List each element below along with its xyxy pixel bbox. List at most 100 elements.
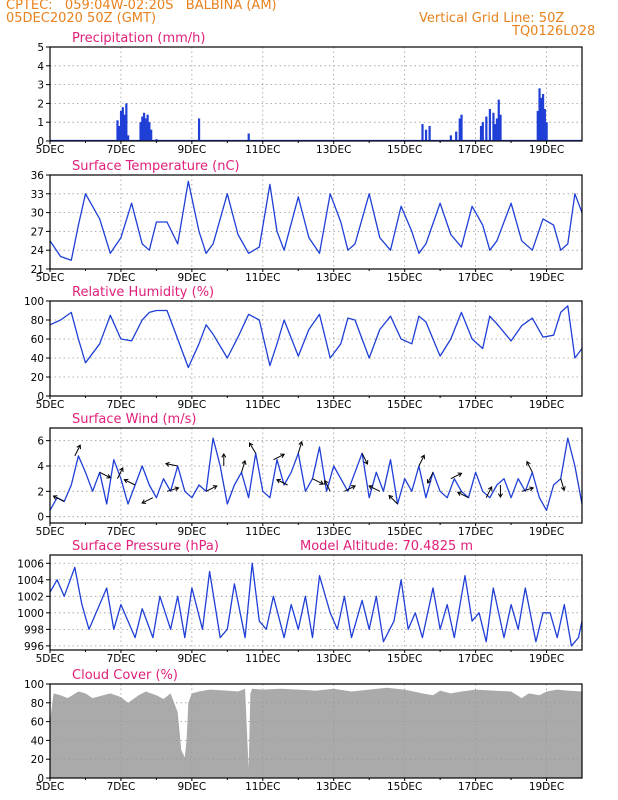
cloud-frame [49, 683, 583, 779]
y-tick-label: 0 [37, 512, 44, 524]
wind-arrow-head [249, 442, 254, 448]
cloud-cover-area [50, 687, 582, 778]
precipitation-bar [247, 133, 250, 141]
x-tick-label: 13DEC [316, 653, 351, 665]
x-tick-label: 15DEC [387, 144, 422, 156]
cloud-title: Cloud Cover (%) [72, 668, 178, 683]
wind-arrow-head [526, 460, 531, 466]
wind-arrow-head [276, 478, 281, 484]
wind-arrow [361, 453, 368, 465]
wind-arrow [205, 485, 218, 492]
precipitation-bar [116, 120, 119, 141]
y-tick-label: 2 [37, 486, 44, 498]
y-tick-label: 20 [31, 754, 44, 766]
x-tick-label: 5DEC [36, 526, 65, 538]
x-tick-label: 17DEC [458, 399, 493, 411]
temperature-frame [49, 174, 583, 270]
wind-arrow [249, 442, 257, 454]
y-tick-label: 0 [37, 391, 44, 403]
wind-arrow-head [76, 444, 82, 450]
temperature-panel: 21 24 27 30 33 36 5DEC 7DEC 9DEC 11DEC 13DEC 15DEC 1… [31, 159, 583, 284]
wind-arrow-head [426, 479, 432, 484]
wind-panel: 0 2 4 6 5DEC 7DEC 9DEC 11DEC 13DEC 15DEC 17DEC 19DE… [36, 412, 583, 538]
precipitation-bar [428, 125, 431, 141]
y-tick-label: 60 [31, 717, 44, 729]
precipitation-bar [119, 110, 123, 141]
x-tick-label: 11DEC [245, 526, 280, 538]
x-tick-label: 13DEC [316, 144, 351, 156]
wind-arrow-head [52, 495, 58, 500]
y-tick-label: 100 [24, 679, 44, 691]
wind-arrow-head [119, 467, 124, 472]
wind-arrow-head [324, 479, 329, 485]
wind-arrow [485, 486, 493, 498]
precipitation-bar [424, 129, 428, 141]
wind-arrow-head [529, 486, 535, 492]
wind-arrow [427, 472, 434, 484]
x-tick-label: 9DEC [177, 653, 206, 665]
humidity-line [49, 305, 583, 369]
x-tick-label: 5DEC [36, 272, 65, 284]
y-tick-label: 0 [37, 773, 44, 785]
x-tick-label: 15DEC [387, 526, 422, 538]
wind-arrow [241, 460, 246, 473]
wind-arrow-head [420, 454, 426, 460]
precipitation-bar [123, 114, 126, 141]
wind-arrow-head [123, 478, 129, 484]
precipitation-bar [538, 88, 541, 141]
precipitation-bar [479, 125, 483, 141]
wind-arrow [99, 471, 111, 479]
precipitation-bar [543, 109, 546, 141]
y-tick-label: 40 [31, 353, 44, 365]
wind-arrow [297, 441, 303, 454]
wind-arrow [457, 491, 469, 499]
precipitation-bar [545, 122, 548, 141]
wind-arrow-head [298, 440, 304, 446]
wind-arrow-head [164, 461, 170, 467]
x-tick-label: 19DEC [529, 526, 564, 538]
header-grid-line: Vertical Grid Line: 50Z [419, 11, 565, 26]
x-tick-label: 9DEC [177, 781, 206, 793]
wind-arrow-head [212, 485, 218, 490]
wind-arrow [450, 472, 462, 480]
wind-arrow [324, 480, 331, 492]
x-tick-label: 15DEC [387, 653, 422, 665]
wind-arrow-head [351, 485, 356, 490]
wind-arrow-head [363, 460, 369, 465]
x-tick-label: 7DEC [107, 526, 136, 538]
wind-arrow [521, 487, 534, 492]
wind-arrow-head [174, 486, 180, 492]
temperature-line [49, 180, 583, 261]
header-date: 05DEC2020 50Z (GMT) [6, 11, 157, 26]
x-tick-label: 5DEC [36, 653, 65, 665]
x-tick-label: 13DEC [316, 781, 351, 793]
wind-frame [49, 427, 583, 524]
x-tick-label: 11DEC [245, 272, 280, 284]
x-tick-label: 13DEC [316, 526, 351, 538]
wind-line [49, 437, 583, 511]
precipitation-bar [541, 94, 545, 141]
y-tick-label: 998 [24, 624, 44, 636]
x-tick-label: 17DEC [458, 272, 493, 284]
humidity-frame [49, 300, 583, 397]
wind-arrow-head [221, 453, 227, 458]
x-tick-label: 19DEC [529, 399, 564, 411]
wind-arrow [166, 487, 179, 492]
wind-arrow-head [141, 499, 147, 504]
header-model: TQ0126L028 [512, 24, 596, 39]
pressure-frame [49, 554, 583, 651]
x-tick-label: 11DEC [245, 653, 280, 665]
wind-arrow [418, 455, 425, 467]
wind-arrow-head [319, 480, 325, 485]
y-tick-label: 1006 [17, 558, 44, 570]
y-tick-label: 60 [31, 334, 44, 346]
wind-arrow-head [241, 459, 247, 465]
x-tick-label: 11DEC [245, 399, 280, 411]
precipitation-title: Precipitation (mm/h) [72, 31, 205, 46]
x-tick-label: 19DEC [529, 781, 564, 793]
x-tick-label: 13DEC [316, 399, 351, 411]
precipitation-bar [139, 122, 142, 141]
y-tick-label: 1000 [17, 608, 44, 620]
precipitation-bar [144, 118, 147, 141]
